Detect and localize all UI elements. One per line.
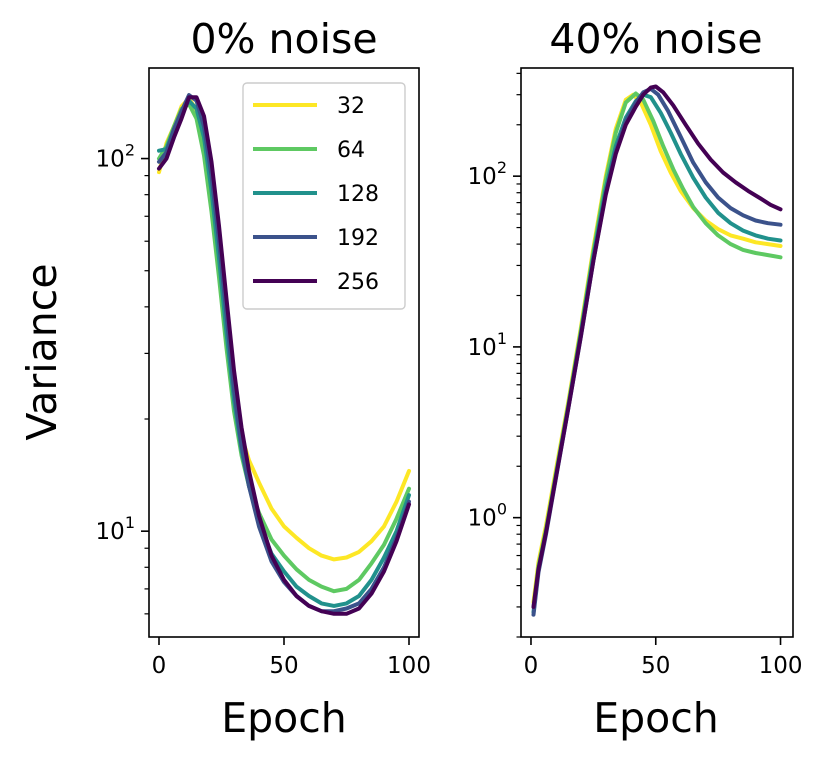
panel-40-noise: 40% noise 0 50 100 100 101 102 Epoch (468, 15, 803, 742)
series-line-64 (531, 91, 783, 609)
panel-0-noise: 0% noise 0 50 100 101 102 Epoch 32 64 128 192 25… (96, 15, 431, 742)
figure-ylabel: Variance (18, 263, 66, 440)
series-line-128 (531, 92, 783, 614)
legend-label-32: 32 (337, 94, 365, 119)
x-tick-label: 100 (387, 653, 431, 679)
panel-1-ticks: 0 50 100 100 101 102 (468, 72, 803, 679)
panel-1-xlabel: Epoch (593, 694, 719, 742)
x-tick-label: 50 (269, 653, 298, 679)
series-line-256 (157, 95, 411, 616)
legend-label-192: 192 (337, 226, 379, 251)
panel-1-series (531, 84, 783, 617)
series-line-256 (531, 84, 783, 609)
series-line-192 (531, 86, 783, 617)
legend-label-64: 64 (337, 138, 365, 163)
panel-0-title: 0% noise (190, 15, 377, 63)
legend-label-128: 128 (337, 182, 379, 207)
panel-0-xlabel: Epoch (221, 694, 347, 742)
panel-0-series (157, 93, 411, 616)
legend-label-256: 256 (337, 270, 379, 295)
y-tick-label: 101 (468, 329, 507, 361)
y-tick-label: 101 (96, 513, 135, 545)
legend: 32 64 128 192 256 (242, 82, 406, 310)
y-tick-label: 100 (468, 500, 507, 532)
y-tick-label: 102 (96, 141, 135, 173)
x-tick-label: 0 (152, 653, 167, 679)
panel-1-frame (520, 67, 794, 638)
legend-frame (242, 82, 406, 310)
x-tick-label: 0 (524, 653, 539, 679)
panel-0-ticks: 0 50 100 101 102 (96, 141, 431, 679)
panel-1-title: 40% noise (549, 15, 762, 63)
x-tick-label: 100 (759, 653, 803, 679)
y-tick-label: 102 (468, 158, 507, 190)
x-tick-label: 50 (641, 653, 670, 679)
series-line-32 (531, 92, 783, 605)
